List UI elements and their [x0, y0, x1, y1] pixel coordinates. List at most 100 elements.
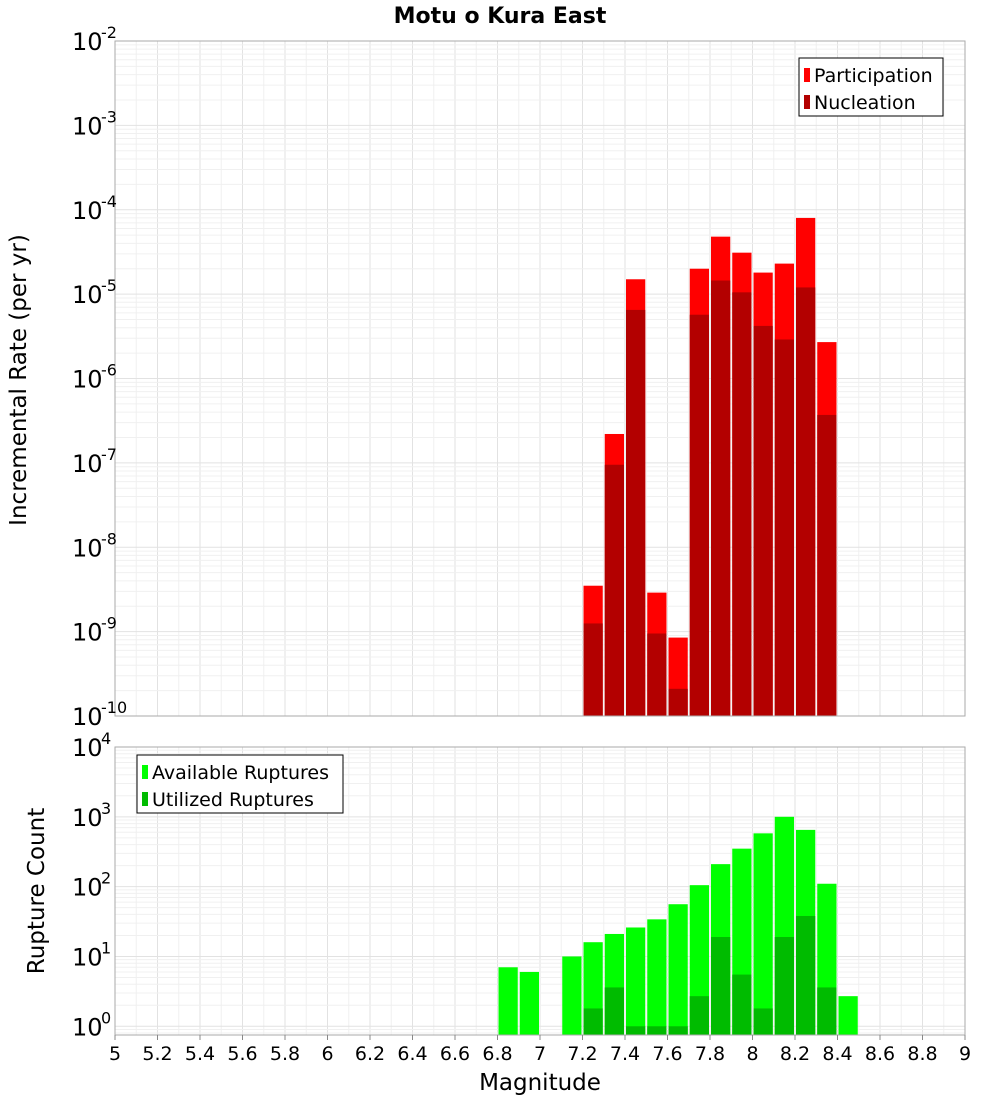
chart-title: Motu o Kura East — [394, 4, 607, 29]
rate-y-tick-exponent: -5 — [101, 276, 117, 295]
count-legend-swatch — [142, 792, 148, 806]
nucleation-bar — [796, 287, 816, 716]
x-tick-label: 5 — [109, 1043, 121, 1065]
utilized-ruptures-bar — [604, 987, 624, 1035]
x-tick-label: 8.4 — [822, 1043, 852, 1065]
x-tick-label: 6.2 — [355, 1043, 385, 1065]
x-tick-label: 8.6 — [865, 1043, 895, 1065]
rate-y-tick-base: 10 — [72, 619, 103, 647]
count-legend-label: Utilized Ruptures — [152, 789, 314, 811]
count-y-tick-base: 10 — [72, 874, 103, 902]
rate-y-tick-base: 10 — [72, 112, 103, 140]
count-y-axis-label: Rupture Count — [24, 808, 50, 974]
utilized-ruptures-bar — [647, 1026, 667, 1035]
count-legend: Available Ruptures Utilized Ruptures — [136, 754, 344, 814]
rate-y-axis-label: Incremental Rate (per yr) — [6, 234, 32, 526]
x-tick-label: 5.8 — [270, 1043, 300, 1065]
count-legend-swatch — [142, 765, 148, 779]
nucleation-bar — [711, 280, 731, 716]
count-y-tick-base: 10 — [72, 734, 103, 762]
x-tick-label: 6.6 — [440, 1043, 470, 1065]
x-tick-label: 5.2 — [142, 1043, 172, 1065]
x-tick-label: 9 — [959, 1043, 971, 1065]
count-y-tick-base: 10 — [72, 943, 103, 971]
x-tick-label: 7.8 — [695, 1043, 725, 1065]
rate-y-tick-base: 10 — [72, 281, 103, 309]
x-tick-label: 6 — [321, 1043, 333, 1065]
x-axis-label: Magnitude — [479, 1070, 601, 1096]
nucleation-bar — [583, 623, 603, 716]
nucleation-bar — [732, 292, 752, 716]
x-tick-label: 7.4 — [610, 1043, 640, 1065]
nucleation-bar — [647, 633, 667, 716]
x-tick-label: 8.8 — [907, 1043, 937, 1065]
rate-legend-label: Participation — [814, 65, 933, 87]
nucleation-bar — [689, 314, 709, 716]
nucleation-bar — [626, 309, 646, 716]
rate-y-tick-exponent: -6 — [101, 361, 117, 380]
rate-legend-swatch — [804, 95, 810, 109]
utilized-ruptures-bar — [753, 1008, 773, 1035]
available-ruptures-bar — [626, 927, 646, 1035]
rate-y-tick-exponent: -8 — [101, 529, 117, 548]
count-legend-box — [136, 754, 344, 814]
available-ruptures-bar — [668, 904, 688, 1035]
available-ruptures-bar — [838, 996, 858, 1035]
utilized-ruptures-bar — [817, 987, 837, 1035]
x-tick-label: 6.8 — [482, 1043, 512, 1065]
x-tick-label: 8 — [746, 1043, 758, 1065]
x-axis-ticks: 5 5.2 5.4 5.6 5.8 6 6.2 6.4 6.6 6.8 7 7.2 7.4 7.6 7.8 8… — [109, 1035, 971, 1065]
utilized-ruptures-bar — [796, 915, 816, 1035]
x-tick-label: 6.4 — [397, 1043, 427, 1065]
count-y-tick-base: 10 — [72, 1013, 103, 1041]
x-tick-label: 5.6 — [227, 1043, 257, 1065]
nucleation-bar — [774, 339, 794, 716]
available-ruptures-bar — [562, 956, 582, 1035]
nucleation-bar — [817, 414, 837, 716]
count-y-tick-exponent: 1 — [101, 938, 111, 957]
rate-y-tick-exponent: -2 — [101, 23, 117, 42]
rate-y-tick-exponent: -10 — [101, 698, 127, 717]
rate-y-tick-base: 10 — [72, 197, 103, 225]
rate-y-tick-base: 10 — [72, 450, 103, 478]
rate-y-ticks: 10-210-310-410-510-610-710-810-910-10 — [72, 23, 127, 731]
nucleation-bar — [753, 325, 773, 716]
rate-y-tick-exponent: -9 — [101, 614, 117, 633]
rate-y-tick-base: 10 — [72, 28, 103, 56]
nucleation-bar — [604, 464, 624, 716]
count-y-tick-exponent: 3 — [101, 799, 111, 818]
rate-legend-swatch — [804, 68, 810, 82]
available-ruptures-bar — [519, 971, 539, 1035]
x-tick-label: 8.2 — [780, 1043, 810, 1065]
rate-y-tick-exponent: -3 — [101, 107, 117, 126]
rate-y-tick-base: 10 — [72, 366, 103, 394]
available-ruptures-bar — [498, 967, 518, 1035]
x-tick-label: 7.2 — [567, 1043, 597, 1065]
utilized-ruptures-bar — [583, 1008, 603, 1035]
utilized-ruptures-bar — [774, 936, 794, 1035]
rate-bars — [583, 217, 837, 716]
rate-y-tick-exponent: -4 — [101, 192, 117, 211]
count-bars — [498, 816, 858, 1035]
nucleation-bar — [668, 688, 688, 716]
rate-plot-frame — [114, 40, 966, 717]
rate-grid — [115, 41, 966, 717]
count-y-tick-exponent: 2 — [101, 869, 111, 888]
available-ruptures-bar — [753, 833, 773, 1035]
count-y-tick-exponent: 0 — [101, 1008, 111, 1027]
rate-legend: Participation Nucleation — [798, 57, 944, 117]
available-ruptures-bar — [647, 919, 667, 1035]
rate-y-tick-base: 10 — [72, 703, 103, 731]
rate-legend-label: Nucleation — [814, 92, 916, 114]
rate-y-tick-base: 10 — [72, 534, 103, 562]
utilized-ruptures-bar — [668, 1026, 688, 1035]
utilized-ruptures-bar — [626, 1026, 646, 1035]
utilized-ruptures-bar — [711, 936, 731, 1035]
count-legend-label: Available Ruptures — [152, 762, 329, 784]
utilized-ruptures-bar — [689, 996, 709, 1035]
rate-y-tick-exponent: -7 — [101, 445, 117, 464]
x-tick-label: 5.4 — [185, 1043, 215, 1065]
count-y-tick-exponent: 4 — [101, 729, 111, 748]
